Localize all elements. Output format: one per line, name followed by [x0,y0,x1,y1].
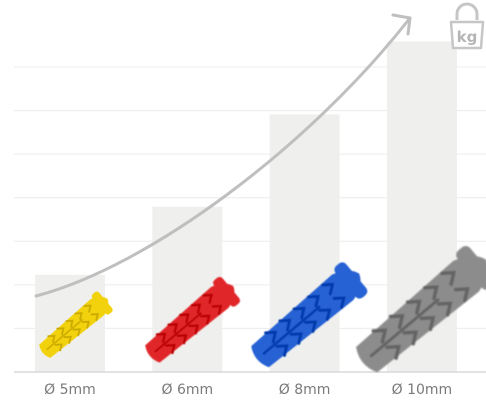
plug-rib [179,313,200,335]
plug-rib [74,312,90,329]
plug-rib [278,318,303,345]
plug-1 [39,291,113,358]
x-tick-label: Ø 6mm [161,382,213,398]
plug-rib [264,330,289,357]
plug-rib [65,319,81,337]
plug-rib [47,334,63,352]
plug-collar [213,276,241,307]
plug-collar [91,291,113,315]
plug-rib [167,323,188,345]
plug-3 [251,262,368,368]
x-tick-labels: Ø 5mm Ø 6mm Ø 8mm Ø 10mm [44,382,452,398]
plug-rib [190,303,211,325]
plug-rib [83,304,99,322]
plug-slot [369,297,440,358]
x-tick-label: Ø 5mm [44,382,96,398]
plug-slot [262,305,321,356]
trend-arrow-head [391,13,412,36]
plug-rib [321,282,346,309]
x-tick-label: Ø 8mm [279,382,331,398]
plug-rib [423,285,453,317]
trend-arrow-line [34,16,412,298]
plug-rib [202,293,223,316]
plug-rib [56,327,72,344]
plug-2 [145,276,241,363]
plug-rib [292,306,318,333]
plug-rib [371,328,402,360]
plug-slot [46,318,84,351]
plug-rib [388,314,419,346]
plug-rib [440,270,470,303]
weight-kg-icon: kg [449,2,485,50]
trend-arrow [34,13,412,298]
plug-slot [154,312,203,353]
plug-rib [155,332,176,355]
plug-rib [306,294,332,321]
weight-unit-label: kg [457,28,478,46]
x-tick-label: Ø 10mm [392,382,453,398]
wall-plugs [39,246,486,373]
plug-rib [405,299,436,332]
plug-collar [334,262,368,299]
